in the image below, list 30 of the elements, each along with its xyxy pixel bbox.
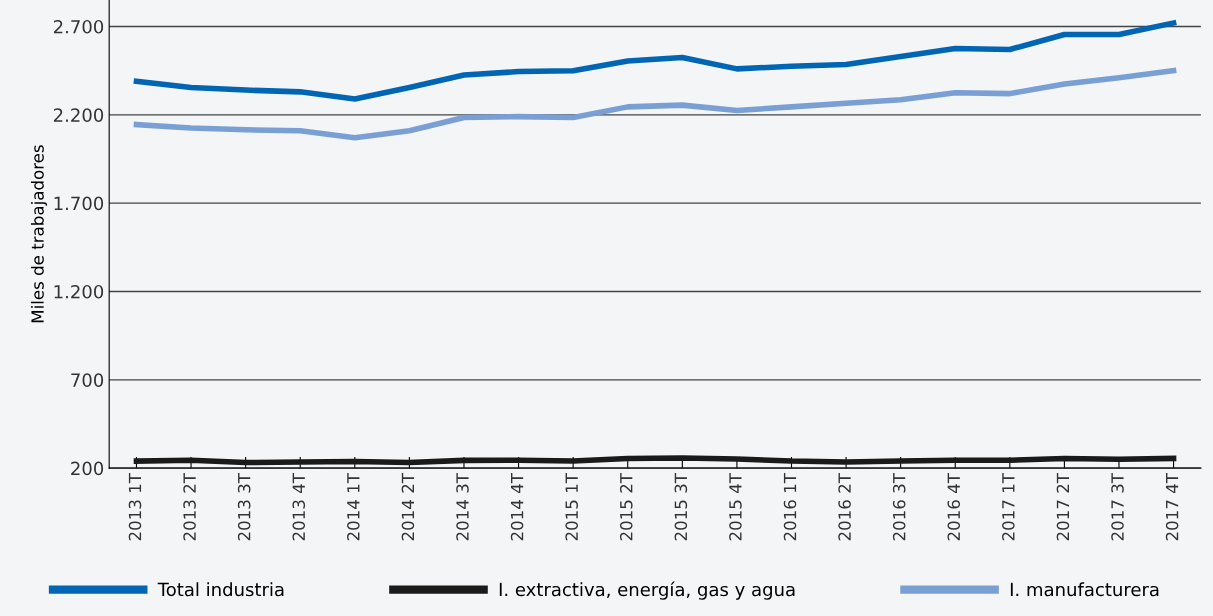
legend-label: I. manufacturera bbox=[1010, 582, 1159, 597]
x-tick-label: 2015 4T bbox=[729, 472, 742, 541]
x-tick-label: 2013 3T bbox=[237, 472, 251, 541]
y-tick-label: 2.200 bbox=[53, 108, 104, 122]
y-tick-label: 700 bbox=[71, 373, 104, 387]
x-tick-label: 2015 3T bbox=[674, 472, 688, 541]
y-tick-label: 1.700 bbox=[54, 196, 104, 211]
x-tick-label: 2014 1T bbox=[347, 472, 360, 541]
x-tick-label: 2015 1T bbox=[565, 472, 578, 541]
legend-label: Total industria bbox=[157, 582, 284, 597]
x-tick-label: 2016 2T bbox=[838, 472, 851, 541]
x-tick-label: 2014 3T bbox=[456, 472, 469, 541]
x-tick-label: 2016 4T bbox=[947, 472, 961, 541]
x-tick-label: 2015 2T bbox=[619, 472, 633, 541]
legend-label: I. extractiva, energía, gas y agua bbox=[499, 581, 795, 600]
y-axis-title: Miles de trabajadores bbox=[30, 145, 48, 323]
x-tick-label: 2013 4T bbox=[292, 472, 306, 541]
x-tick-label: 2017 4T bbox=[1165, 472, 1179, 541]
y-tick-label: 1.200 bbox=[54, 284, 104, 299]
x-tick-label: 2017 3T bbox=[1111, 472, 1124, 541]
x-tick-label: 2016 1T bbox=[783, 472, 797, 541]
x-tick-label: 2013 1T bbox=[128, 472, 142, 541]
x-tick-label: 2017 1T bbox=[1002, 472, 1015, 541]
y-tick-label: 2.700 bbox=[53, 19, 104, 34]
x-tick-label: 2014 4T bbox=[510, 472, 524, 541]
x-tick-label: 2013 2T bbox=[183, 472, 196, 541]
x-tick-label: 2014 2T bbox=[401, 472, 415, 541]
x-tick-label: 2017 2T bbox=[1056, 472, 1070, 541]
x-tick-label: 2016 3T bbox=[892, 472, 906, 541]
y-tick-label: 200 bbox=[71, 461, 104, 476]
